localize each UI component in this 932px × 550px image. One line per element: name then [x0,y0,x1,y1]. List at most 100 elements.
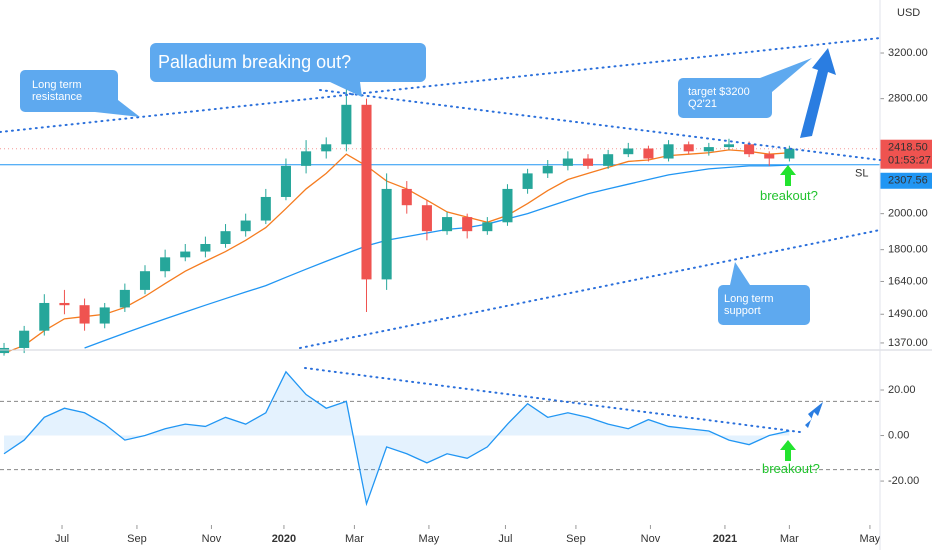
moving-average [3,149,790,354]
plot-layer: 1370.00 1490.00 1640.00 1800.00 2000.00 2800.… [0,7,932,545]
trend-lines [0,37,881,433]
y-tick-label: 0.00 [888,429,909,441]
x-tick-label: Nov [202,533,222,545]
candle-body [784,148,795,159]
candle-body [723,144,735,148]
oscillator-arrow [805,402,823,428]
x-tick-label: Mar [345,533,364,545]
x-tick-label: Mar [780,533,799,545]
oscillator-line [3,370,790,507]
stop-loss-text: SL [855,168,868,180]
y-tick-label: -20.00 [888,475,919,487]
candle-body [119,289,130,308]
candle-body [442,217,453,232]
candle-body [623,148,634,155]
y-tick-label: 1370.00 [888,337,928,349]
candle-body [0,347,10,354]
x-tick-label: 2020 [272,533,296,545]
last-price-tag [880,139,932,169]
y-tick-label: 2000.00 [888,208,928,220]
candle-body [663,144,674,159]
oscillator-trend-line [304,367,801,433]
candle-body [280,165,291,197]
candle-body [381,188,392,280]
candle-body [482,222,493,232]
candle-body [764,154,775,159]
support-text: Long term support [724,293,774,317]
headline-tail [330,82,362,97]
x-tick-label: 2021 [713,533,737,545]
candle-body [401,188,412,206]
resistance-tail [95,100,140,117]
candle-body [180,251,191,258]
candle-body [582,158,594,166]
candle-body [562,158,573,166]
candle-body [643,148,654,159]
candle-body [260,196,271,221]
resistance-callout [20,70,118,112]
candle-body [341,104,352,145]
callouts [20,43,812,325]
breakout-text: breakout? [760,188,818,203]
y-tick-label: 1800.00 [888,244,928,256]
headline-text: Palladium breaking out? [158,52,352,72]
candle-body [421,205,432,232]
x-tick-label: Jul [55,533,69,545]
candle-body [99,307,110,324]
candle-body [301,151,312,166]
osc-breakout-arrow [780,440,796,461]
countdown: 01:53:27 [888,155,931,167]
target-text: target $3200 Q2'21 [688,86,750,110]
candle-body [200,244,211,252]
candle-body [522,173,533,189]
candle-body [160,257,171,272]
oscillator-area [4,371,790,504]
downtrend-line [319,89,881,161]
target-arrow [800,48,836,138]
candle-body [603,154,614,166]
resistance-text: Long term resistance [32,79,83,103]
x-tick-label: Jul [498,533,512,545]
arrows [780,48,836,461]
support-line [299,229,881,349]
candle-body [59,302,70,306]
support-tail [730,262,750,285]
x-tick-label: May [860,533,881,545]
candle-body [502,188,513,223]
y-tick-label: 20.00 [888,384,916,396]
candle-body [79,305,90,324]
candle-body [462,217,473,232]
y-tick-label: 2800.00 [888,93,928,105]
candle-body [39,302,50,331]
x-tick-label: Sep [127,533,147,545]
stop-loss-tag [880,172,932,189]
candle-body [703,147,714,152]
y-tick-label: 1490.00 [888,308,928,320]
candle-body [744,144,755,155]
x-tick-label: Nov [641,533,661,545]
candle-body [240,220,251,232]
candle-body [321,144,332,152]
candle-body [361,104,372,280]
x-tick-label: Sep [566,533,586,545]
resistance-line [0,37,881,133]
candle-body [139,271,151,290]
headline-callout [150,43,426,82]
y-tick-label: 1640.00 [888,275,928,287]
stop-loss-label: 2307.56 [888,175,928,187]
osc-breakout-text: breakout? [762,461,820,476]
breakout-arrow [780,165,796,186]
support-callout [718,285,810,325]
candle-body [220,231,231,245]
last-price-label: 2418.50 [888,142,928,154]
candle-body [542,165,553,174]
x-tick-label: May [419,533,440,545]
target-tail [760,58,812,92]
axis-unit: USD [897,7,920,19]
candle-body [19,330,30,348]
moving-average [84,164,790,349]
candle-body [683,144,694,152]
y-tick-label: 3200.00 [888,47,928,59]
